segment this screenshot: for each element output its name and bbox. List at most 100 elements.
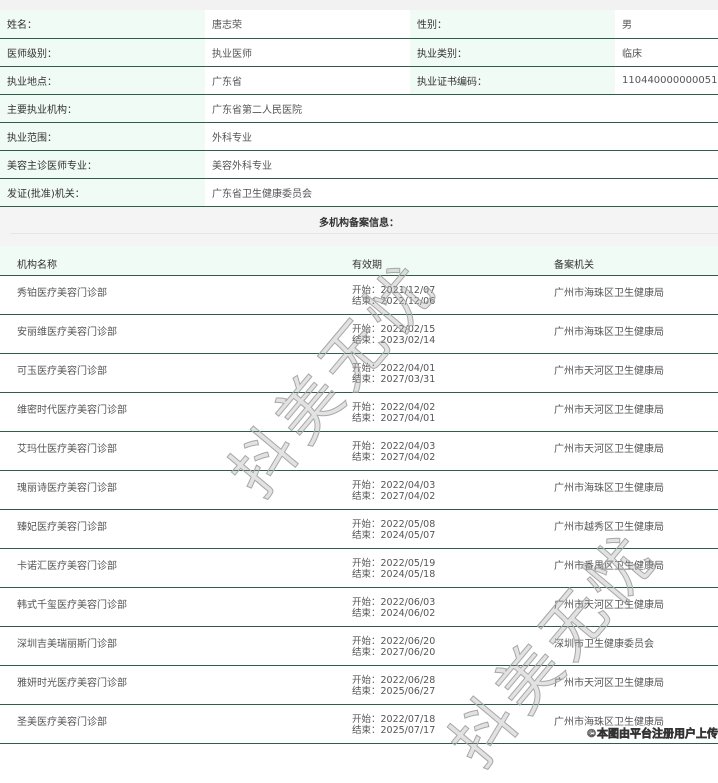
multi-institution-section: 多机构备案信息： [0, 206, 718, 246]
upload-credit: ©本图由平台注册用户上传 [586, 725, 718, 741]
start-date: 开始：2022/04/03 [352, 440, 436, 452]
filing-agency: 广州市海珠区卫生健康局 [554, 287, 664, 299]
info-label: 执业范围： [0, 122, 205, 151]
filing-agency: 广州市海珠区卫生健康局 [554, 482, 664, 494]
institution-name: 瑰丽诗医疗美容门诊部 [17, 482, 117, 494]
info-value: 广东省卫生健康委员会 [205, 178, 718, 207]
validity-period: 开始：2022/04/03 结束：2027/04/02 [352, 480, 435, 502]
info-value: 美容外科专业 [205, 150, 718, 179]
table-row: 安丽维医疗美容门诊部 开始：2022/02/15 结束：2023/02/14 广州… [0, 315, 718, 354]
divider [10, 232, 718, 234]
validity-period: 开始：2022/04/03 结束：2027/04/02 [352, 441, 435, 463]
info-label: 医师级别： [0, 38, 205, 67]
table-row: 维密时代医疗美容门诊部 开始：2022/04/02 结束：2027/04/01 广… [0, 393, 718, 432]
filing-agency: 广州市番禺区卫生健康局 [554, 560, 664, 572]
table-header: 机构名称 有效期 备案机关 [0, 245, 718, 276]
end-date: 结束：2027/04/02 [352, 490, 436, 502]
filing-agency: 广州市天河区卫生健康局 [554, 599, 664, 611]
table-row: 瑰丽诗医疗美容门诊部 开始：2022/04/03 结束：2027/04/02 广州… [0, 471, 718, 510]
start-date: 开始：2022/06/03 [352, 596, 436, 608]
start-date: 开始：2022/02/15 [352, 323, 436, 335]
validity-period: 开始：2022/05/19 结束：2024/05/18 [352, 558, 435, 580]
info-label: 美容主诊医师专业： [0, 150, 205, 179]
info-value: 执业医师 [205, 38, 410, 67]
start-date: 开始：2021/12/07 [352, 284, 436, 296]
validity-period: 开始：2022/06/20 结束：2027/06/20 [352, 636, 435, 658]
table-row: 卡诺汇医疗美容门诊部 开始：2022/05/19 结束：2024/05/18 广州… [0, 549, 718, 588]
institution-name: 韩式千玺医疗美容门诊部 [17, 599, 127, 611]
end-date: 结束：2027/04/01 [352, 412, 436, 424]
section-title: 多机构备案信息： [319, 217, 399, 229]
table-row: 深圳吉美瑞丽斯门诊部 开始：2022/06/20 结束：2027/06/20 深圳… [0, 627, 718, 666]
institution-name: 秀铂医疗美容门诊部 [17, 287, 107, 299]
column-header-validity: 有效期 [352, 259, 382, 271]
table-row: 韩式千玺医疗美容门诊部 开始：2022/06/03 结束：2024/06/02 广… [0, 588, 718, 627]
end-date: 结束：2027/04/02 [352, 451, 436, 463]
info-label: 执业类别： [410, 38, 615, 67]
validity-period: 开始：2022/06/03 结束：2024/06/02 [352, 597, 435, 619]
info-row: 主要执业机构： 广东省第二人民医院 [0, 94, 718, 123]
institution-name: 维密时代医疗美容门诊部 [17, 404, 127, 416]
end-date: 结束：2024/05/07 [352, 529, 436, 541]
end-date: 结束：2022/12/06 [352, 295, 436, 307]
validity-period: 开始：2022/07/18 结束：2025/07/17 [352, 714, 435, 736]
info-value: 男 [615, 10, 718, 39]
filing-agency: 广州市天河区卫生健康局 [554, 365, 664, 377]
info-value: 外科专业 [205, 122, 718, 151]
table-row: 艾玛仕医疗美容门诊部 开始：2022/04/03 结束：2027/04/02 广州… [0, 432, 718, 471]
info-label: 执业证书编码： [410, 66, 615, 95]
institution-name: 艾玛仕医疗美容门诊部 [17, 443, 117, 455]
institution-name: 雅妍时光医疗美容门诊部 [17, 677, 127, 689]
validity-period: 开始：2022/05/08 结束：2024/05/07 [352, 519, 435, 541]
table-row: 可玉医疗美容门诊部 开始：2022/04/01 结束：2027/03/31 广州市… [0, 354, 718, 393]
info-row: 姓名： 唐志荣 性别：男 [0, 10, 718, 39]
info-row: 发证(批准)机关： 广东省卫生健康委员会 [0, 178, 718, 207]
table-row: 秀铂医疗美容门诊部 开始：2021/12/07 结束：2022/12/06 广州市… [0, 276, 718, 315]
institution-name: 安丽维医疗美容门诊部 [17, 326, 117, 338]
info-value: 110440000000051 [615, 66, 718, 95]
institution-name: 臻妃医疗美容门诊部 [17, 521, 107, 533]
info-row: 美容主诊医师专业： 美容外科专业 [0, 150, 718, 179]
doctor-info-table: 姓名： 唐志荣 性别：男医师级别： 执业医师 执业类别： 临床 执业地点： 广东省 执业证书编码… [0, 10, 718, 207]
info-label: 性别： [410, 10, 615, 39]
info-row: 医师级别： 执业医师 执业类别： 临床 [0, 38, 718, 67]
institution-name: 卡诺汇医疗美容门诊部 [17, 560, 117, 572]
validity-period: 开始：2022/04/02 结束：2027/04/01 [352, 402, 435, 424]
filing-agency: 广州市天河区卫生健康局 [554, 677, 664, 689]
institution-name: 圣美医疗美容门诊部 [17, 716, 107, 728]
filing-agency: 广州市越秀区卫生健康局 [554, 521, 664, 533]
filing-agency: 广州市天河区卫生健康局 [554, 443, 664, 455]
institution-list: 秀铂医疗美容门诊部 开始：2021/12/07 结束：2022/12/06 广州市… [0, 276, 718, 744]
end-date: 结束：2024/05/18 [352, 568, 436, 580]
info-value: 广东省第二人民医院 [205, 94, 718, 123]
end-date: 结束：2027/06/20 [352, 646, 436, 658]
start-date: 开始：2022/05/08 [352, 518, 436, 530]
start-date: 开始：2022/06/20 [352, 635, 436, 647]
info-row: 执业地点： 广东省 执业证书编码： 110440000000051 [0, 66, 718, 95]
validity-period: 开始：2022/04/01 结束：2027/03/31 [352, 363, 435, 385]
table-row: 雅妍时光医疗美容门诊部 开始：2022/06/28 结束：2025/06/27 广… [0, 666, 718, 705]
info-row: 执业范围： 外科专业 [0, 122, 718, 151]
start-date: 开始：2022/04/01 [352, 362, 436, 374]
info-label: 执业地点： [0, 66, 205, 95]
start-date: 开始：2022/04/02 [352, 401, 436, 413]
institution-name: 深圳吉美瑞丽斯门诊部 [17, 638, 117, 650]
end-date: 结束：2024/06/02 [352, 607, 436, 619]
validity-period: 开始：2022/02/15 结束：2023/02/14 [352, 324, 435, 346]
filing-agency: 广州市海珠区卫生健康局 [554, 326, 664, 338]
info-value: 广东省 [205, 66, 410, 95]
end-date: 结束：2025/06/27 [352, 685, 436, 697]
filing-agency: 广州市海珠区卫生健康局 [554, 716, 664, 728]
filing-agency: 深圳市卫生健康委员会 [554, 638, 654, 650]
end-date: 结束：2025/07/17 [352, 724, 436, 736]
start-date: 开始：2022/04/03 [352, 479, 436, 491]
start-date: 开始：2022/06/28 [352, 674, 436, 686]
end-date: 结束：2027/03/31 [352, 373, 436, 385]
column-header-agency: 备案机关 [554, 259, 594, 271]
info-value: 唐志荣 [205, 10, 410, 39]
institution-name: 可玉医疗美容门诊部 [17, 365, 107, 377]
validity-period: 开始：2022/06/28 结束：2025/06/27 [352, 675, 435, 697]
validity-period: 开始：2021/12/07 结束：2022/12/06 [352, 285, 435, 307]
top-band [0, 0, 718, 10]
filing-agency: 广州市天河区卫生健康局 [554, 404, 664, 416]
